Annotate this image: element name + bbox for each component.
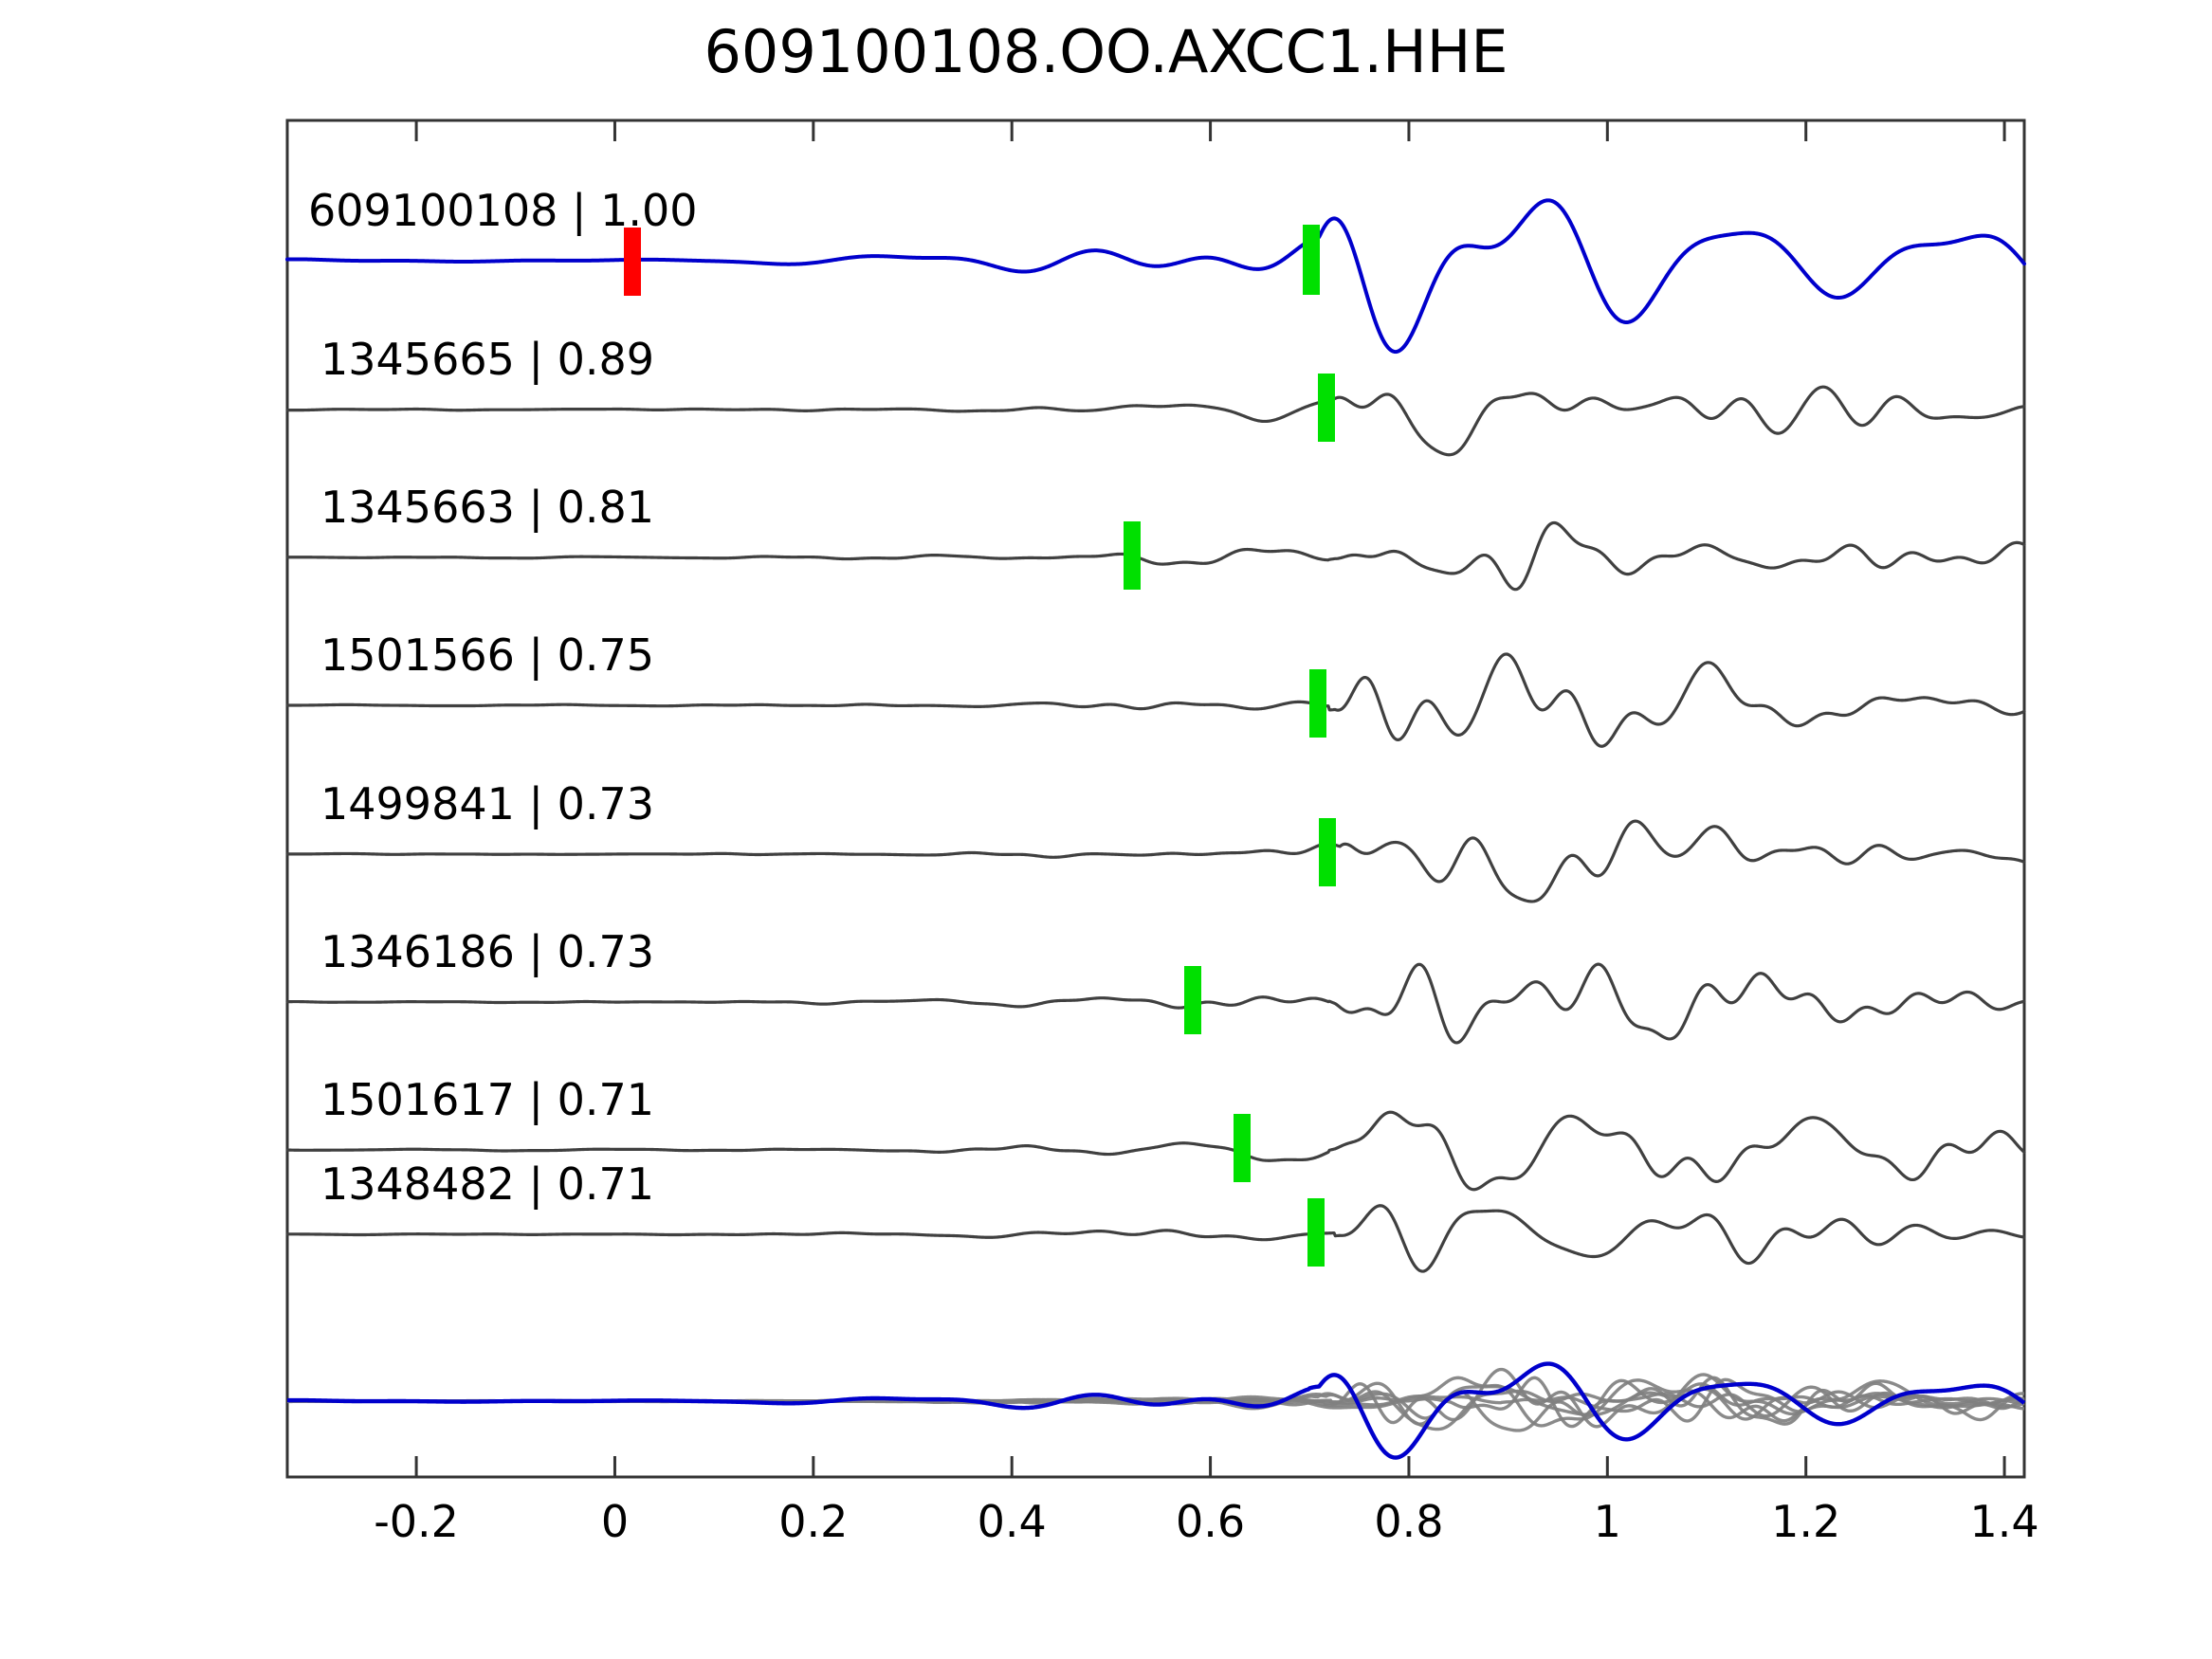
x-tick-label: 0.8 — [1374, 1496, 1444, 1547]
detection-waveform-line — [285, 962, 2026, 1045]
x-tick-label: 1.2 — [1771, 1496, 1841, 1547]
detection-waveform-line — [285, 1204, 2026, 1273]
detection-pick-marker — [1184, 966, 1201, 1034]
detection-pick-marker — [1234, 1114, 1251, 1182]
x-tick-label: 1.4 — [1969, 1496, 2039, 1547]
composite-template-line — [286, 1361, 2026, 1460]
page-title: 609100108.OO.AXCC1.HHE — [704, 17, 1508, 86]
waveform-trace — [285, 385, 2026, 457]
trace-label: 1345665 | 0.89 — [320, 334, 655, 385]
template-pick-marker — [624, 228, 641, 296]
detection-waveform-line — [285, 385, 2026, 457]
axes-frame — [285, 118, 2026, 1479]
trace-label: 1501566 | 0.75 — [320, 629, 655, 681]
detection-pick-marker — [1124, 521, 1141, 590]
trace-label: 1345663 | 0.81 — [320, 482, 655, 533]
detection-waveform-line — [285, 819, 2026, 903]
x-tick-label: 0.4 — [977, 1496, 1047, 1547]
waveform-trace — [285, 652, 2026, 748]
template-secondary-pick-marker — [1303, 225, 1320, 295]
waveform-trace — [285, 520, 2026, 592]
x-tick-label: 0.2 — [778, 1496, 849, 1547]
x-tick-label: -0.2 — [374, 1496, 459, 1547]
waveform-trace — [285, 198, 2026, 355]
trace-label: 1346186 | 0.73 — [320, 926, 655, 977]
x-tick-label: 0.6 — [1175, 1496, 1246, 1547]
x-tick-label: 0 — [600, 1496, 630, 1547]
detection-pick-marker — [1318, 374, 1335, 442]
trace-label: 609100108 | 1.00 — [308, 185, 698, 236]
detection-pick-marker — [1319, 818, 1336, 886]
detection-waveform-line — [285, 652, 2026, 748]
x-axis-ticks — [414, 120, 2006, 1477]
trace-label: 1499841 | 0.73 — [320, 778, 655, 830]
x-tick-label: 1 — [1593, 1496, 1621, 1547]
detection-waveform-line — [285, 1110, 2026, 1192]
waveform-trace — [285, 1204, 2026, 1273]
detection-pick-marker — [1307, 1198, 1325, 1267]
waveform-trace — [285, 1110, 2026, 1192]
trace-label: 1348482 | 0.71 — [320, 1158, 655, 1210]
waveform-trace — [285, 819, 2026, 903]
trace-label: 1501617 | 0.71 — [320, 1074, 655, 1125]
composite-overlay-panel — [286, 1361, 2026, 1460]
detection-waveform-line — [285, 520, 2026, 592]
waveform-trace — [285, 962, 2026, 1045]
detection-pick-marker — [1309, 669, 1326, 738]
template-waveform-line — [285, 198, 2026, 355]
